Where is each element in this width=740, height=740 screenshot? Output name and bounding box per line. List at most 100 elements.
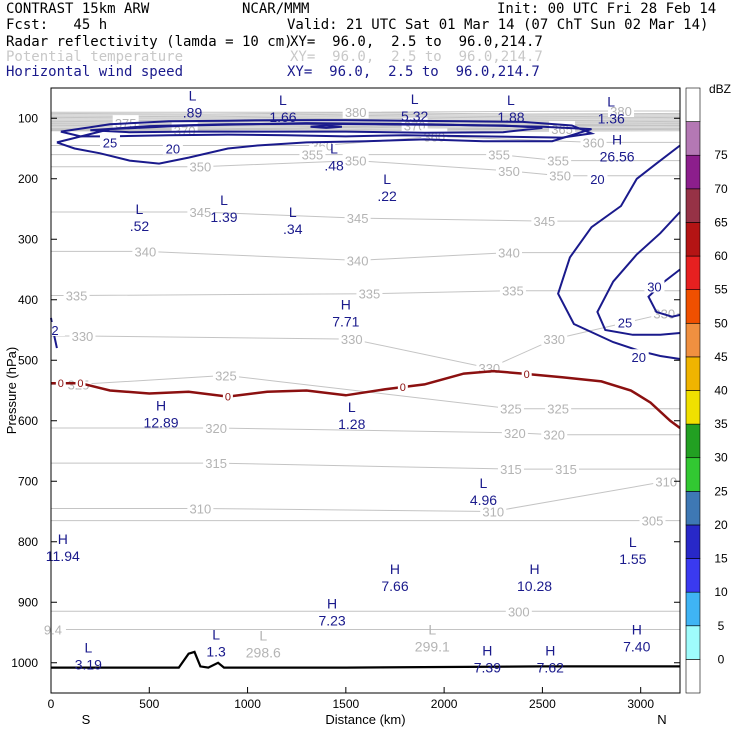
theta-label-bg (505, 603, 532, 618)
wind-extremum-value: .48 (324, 158, 344, 174)
wind-extremum-H: H (545, 643, 555, 659)
theta-label-bg (639, 512, 666, 527)
model-title: CONTRAST 15km ARW (6, 1, 150, 17)
theta-label-bg (545, 152, 572, 167)
x-tick-label: 2500 (529, 697, 556, 711)
theta-label: 330 (72, 329, 94, 344)
wind-label-bg (587, 170, 608, 185)
colorbar-label: 35 (714, 417, 728, 431)
theta-label-bg (299, 146, 326, 161)
colorbar-label: 40 (714, 384, 728, 398)
wind-extremum-value: 26.56 (600, 149, 635, 165)
wind-contour-label: 20 (590, 172, 604, 187)
theta-label-bg (499, 282, 526, 297)
wind-contour-25 (596, 211, 681, 336)
freezing-label-bg (222, 390, 233, 402)
freezing-label-bg (75, 377, 86, 389)
colorbar-segment (685, 625, 701, 660)
wind-extremum-L: L (84, 640, 92, 656)
colorbar-label: 55 (714, 283, 728, 297)
colorbar-label: 25 (714, 484, 728, 498)
wind-extremum-H: H (482, 643, 492, 659)
field-theta: Potential temperature (6, 49, 184, 65)
colorbar-label: 20 (714, 518, 728, 532)
wind-extremum-value: 11.94 (46, 548, 80, 564)
south-label: S (82, 712, 91, 727)
wind-extremum-value: 1.28 (338, 416, 365, 432)
wind-extremum-value: .89 (183, 104, 203, 120)
theta-label-bg (541, 426, 568, 441)
y-tick-label: 500 (18, 353, 38, 367)
theta-label-bg (653, 473, 680, 488)
field-wind: Horizontal wind speed (6, 64, 184, 80)
theta-label: 310 (190, 501, 212, 516)
theta-label: 340 (134, 244, 156, 259)
colorbar-unit: dBZ (709, 82, 731, 96)
theta-label-bg (39, 621, 66, 636)
freezing-level-label: 0 (400, 382, 406, 394)
wind-extremum-value: 4.96 (470, 492, 497, 508)
wind-extremum-L: L (348, 399, 356, 415)
theta-label: 315 (555, 462, 577, 477)
colorbar-segment (685, 121, 701, 156)
colorbar-label: 60 (714, 249, 728, 263)
colorbar-label: 50 (714, 316, 728, 330)
theta-label: 340 (498, 246, 520, 261)
theta-label-bg (112, 115, 139, 130)
theta-label: 345 (190, 205, 212, 220)
y-tick-label: 400 (18, 293, 38, 307)
freezing-label-bg (55, 377, 66, 389)
colorbar-label: 70 (714, 182, 728, 196)
theta-label: 320 (543, 428, 565, 443)
colorbar-segment (685, 356, 701, 391)
field-wind-xy: XY= 96.0, 2.5 to 96.0,214.7 (287, 64, 540, 80)
theta-label: 380 (345, 105, 367, 120)
wind-extremum-value: 3.19 (75, 657, 102, 673)
north-label: N (657, 712, 666, 727)
theta-label-bg (495, 162, 522, 177)
theta-label-bg (495, 244, 522, 259)
colorbar-label: 15 (714, 552, 728, 566)
theta-label-bg (480, 503, 507, 518)
theta-label: 370 (404, 119, 426, 134)
wind-extremum-value: .52 (130, 218, 150, 234)
theta-contour-315 (51, 462, 680, 470)
wind-extremum-L: L (279, 92, 287, 108)
theta-upper-line (50, 128, 681, 131)
wind-extremum-value: 7.62 (537, 660, 564, 676)
wind-extremum-H: H (612, 132, 622, 148)
wind-contour-label: 30 (647, 279, 661, 294)
colorbar-segment (685, 390, 701, 425)
theta-label: 355 (547, 154, 569, 169)
wind-extremum-value: 1.55 (619, 551, 646, 567)
wind-contour-label: 2 (51, 323, 58, 338)
wind-extremum-value: 1.36 (598, 110, 625, 126)
colorbar-label: 0 (718, 652, 725, 666)
wind-extremum-L: L (629, 534, 637, 550)
theta-label: 350 (190, 160, 212, 175)
wind-extremum-value: .34 (283, 221, 303, 237)
wind-extremum-L: L (330, 141, 338, 157)
theta-label: 330 (543, 332, 565, 347)
wind-label-bg (644, 278, 665, 293)
theta-label-bg (344, 210, 371, 225)
theta-extremum-value: 299.1 (415, 639, 450, 655)
colorbar-segment (685, 322, 701, 358)
x-tick-label: 500 (139, 697, 159, 711)
wind-contour-30 (90, 122, 543, 134)
theta-label: 340 (347, 253, 369, 268)
colorbar-label: 75 (714, 148, 728, 162)
y-tick-label: 300 (18, 232, 38, 246)
wind-label-bg (44, 322, 65, 336)
wind-label-bg (628, 349, 649, 364)
wind-label-bg (162, 140, 183, 155)
wind-extremum-value: 7.40 (623, 639, 650, 655)
wind-extremum-L: L (212, 626, 220, 642)
theta-extremum-L: L (259, 628, 267, 644)
theta-label: 9.4 (44, 622, 62, 637)
wind-extremum-value: 7.23 (318, 613, 345, 629)
wind-extremum-L: L (136, 201, 144, 217)
theta-label: 335 (502, 284, 524, 299)
x-tick-label: 0 (48, 697, 55, 711)
theta-label-bg (338, 331, 365, 346)
